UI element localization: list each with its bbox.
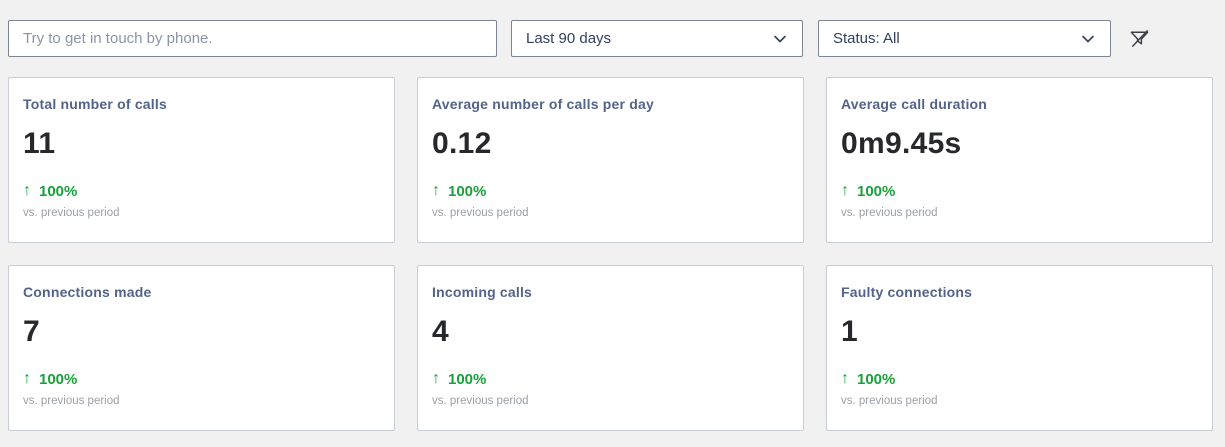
stat-card-avg-calls-per-day: Average number of calls per day 0.12 ↑ 1… xyxy=(417,77,804,243)
trend-note: vs. previous period xyxy=(23,207,120,219)
card-title: Average number of calls per day xyxy=(432,96,654,112)
card-title: Incoming calls xyxy=(432,284,533,300)
trend-value: 100% xyxy=(39,182,78,200)
date-range-dropdown[interactable]: Last 90 days xyxy=(511,20,803,57)
status-value: Status: All xyxy=(833,30,900,47)
stat-card-total-calls: Total number of calls 11 ↑ 100% vs. prev… xyxy=(8,77,395,243)
trend-note: vs. previous period xyxy=(432,207,529,219)
card-title: Total number of calls xyxy=(23,96,167,112)
card-value: 7 xyxy=(23,315,40,348)
trend: ↑ 100% xyxy=(841,370,1198,388)
trend: ↑ 100% xyxy=(841,182,1198,200)
stat-card-faulty-connections: Faulty connections 1 ↑ 100% vs. previous… xyxy=(826,265,1213,431)
card-value: 0m9.45s xyxy=(841,127,962,160)
trend: ↑ 100% xyxy=(23,182,380,200)
trend-up-arrow-icon: ↑ xyxy=(841,370,849,387)
trend: ↑ 100% xyxy=(23,370,380,388)
status-dropdown[interactable]: Status: All xyxy=(818,20,1111,57)
chevron-down-icon xyxy=(772,31,788,47)
trend-value: 100% xyxy=(857,370,896,388)
trend-up-arrow-icon: ↑ xyxy=(432,182,440,199)
stat-card-incoming-calls: Incoming calls 4 ↑ 100% vs. previous per… xyxy=(417,265,804,431)
trend-up-arrow-icon: ↑ xyxy=(841,182,849,199)
card-value: 4 xyxy=(432,315,449,348)
card-value: 11 xyxy=(23,127,56,160)
trend-up-arrow-icon: ↑ xyxy=(23,182,31,199)
date-range-value: Last 90 days xyxy=(526,30,612,47)
chevron-down-icon xyxy=(1080,31,1096,47)
search-input[interactable] xyxy=(8,20,497,57)
trend-up-arrow-icon: ↑ xyxy=(23,370,31,387)
trend-up-arrow-icon: ↑ xyxy=(432,370,440,387)
card-title: Faulty connections xyxy=(841,284,973,300)
trend-value: 100% xyxy=(448,182,487,200)
trend-value: 100% xyxy=(448,370,487,388)
trend-note: vs. previous period xyxy=(432,395,529,407)
card-title: Connections made xyxy=(23,284,152,300)
trend: ↑ 100% xyxy=(432,370,789,388)
trend-value: 100% xyxy=(857,182,896,200)
trend-note: vs. previous period xyxy=(841,395,938,407)
clear-filter-icon[interactable] xyxy=(1127,26,1152,51)
trend-note: vs. previous period xyxy=(23,395,120,407)
stat-card-avg-call-duration: Average call duration 0m9.45s ↑ 100% vs.… xyxy=(826,77,1213,243)
trend-value: 100% xyxy=(39,370,78,388)
stats-grid: Total number of calls 11 ↑ 100% vs. prev… xyxy=(8,77,1213,431)
trend-note: vs. previous period xyxy=(841,207,938,219)
card-title: Average call duration xyxy=(841,96,988,112)
card-value: 0.12 xyxy=(432,127,492,160)
stat-card-connections-made: Connections made 7 ↑ 100% vs. previous p… xyxy=(8,265,395,431)
card-value: 1 xyxy=(841,315,858,348)
trend: ↑ 100% xyxy=(432,182,789,200)
